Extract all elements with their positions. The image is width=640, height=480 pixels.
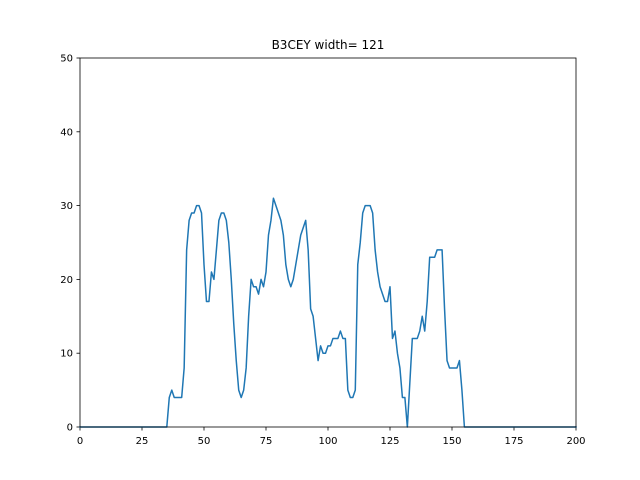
y-axis-ticks: 0 10 20 30 40 50 <box>60 54 80 434</box>
series-line <box>79 197 577 428</box>
x-tick-label: 125 <box>380 436 399 447</box>
x-tick-label: 75 <box>260 436 273 447</box>
x-tick-label: 150 <box>442 436 461 447</box>
plot-area-frame <box>79 57 577 428</box>
x-tick-label: 50 <box>198 436 211 447</box>
y-tick-label: 40 <box>60 127 73 138</box>
x-tick-label: 200 <box>566 436 585 447</box>
y-tick-label: 30 <box>60 201 73 212</box>
chart-title: B3CEY width= 121 <box>272 38 385 52</box>
y-tick-label: 50 <box>60 54 73 65</box>
x-tick-label: 25 <box>136 436 149 447</box>
y-tick-label: 0 <box>67 423 73 434</box>
x-axis-ticks: 0 25 50 75 100 125 150 175 200 <box>77 427 586 447</box>
x-tick-label: 100 <box>318 436 337 447</box>
y-tick-label: 20 <box>60 275 73 286</box>
y-tick-label: 10 <box>60 349 73 360</box>
x-tick-label: 0 <box>77 436 83 447</box>
x-tick-label: 175 <box>504 436 523 447</box>
